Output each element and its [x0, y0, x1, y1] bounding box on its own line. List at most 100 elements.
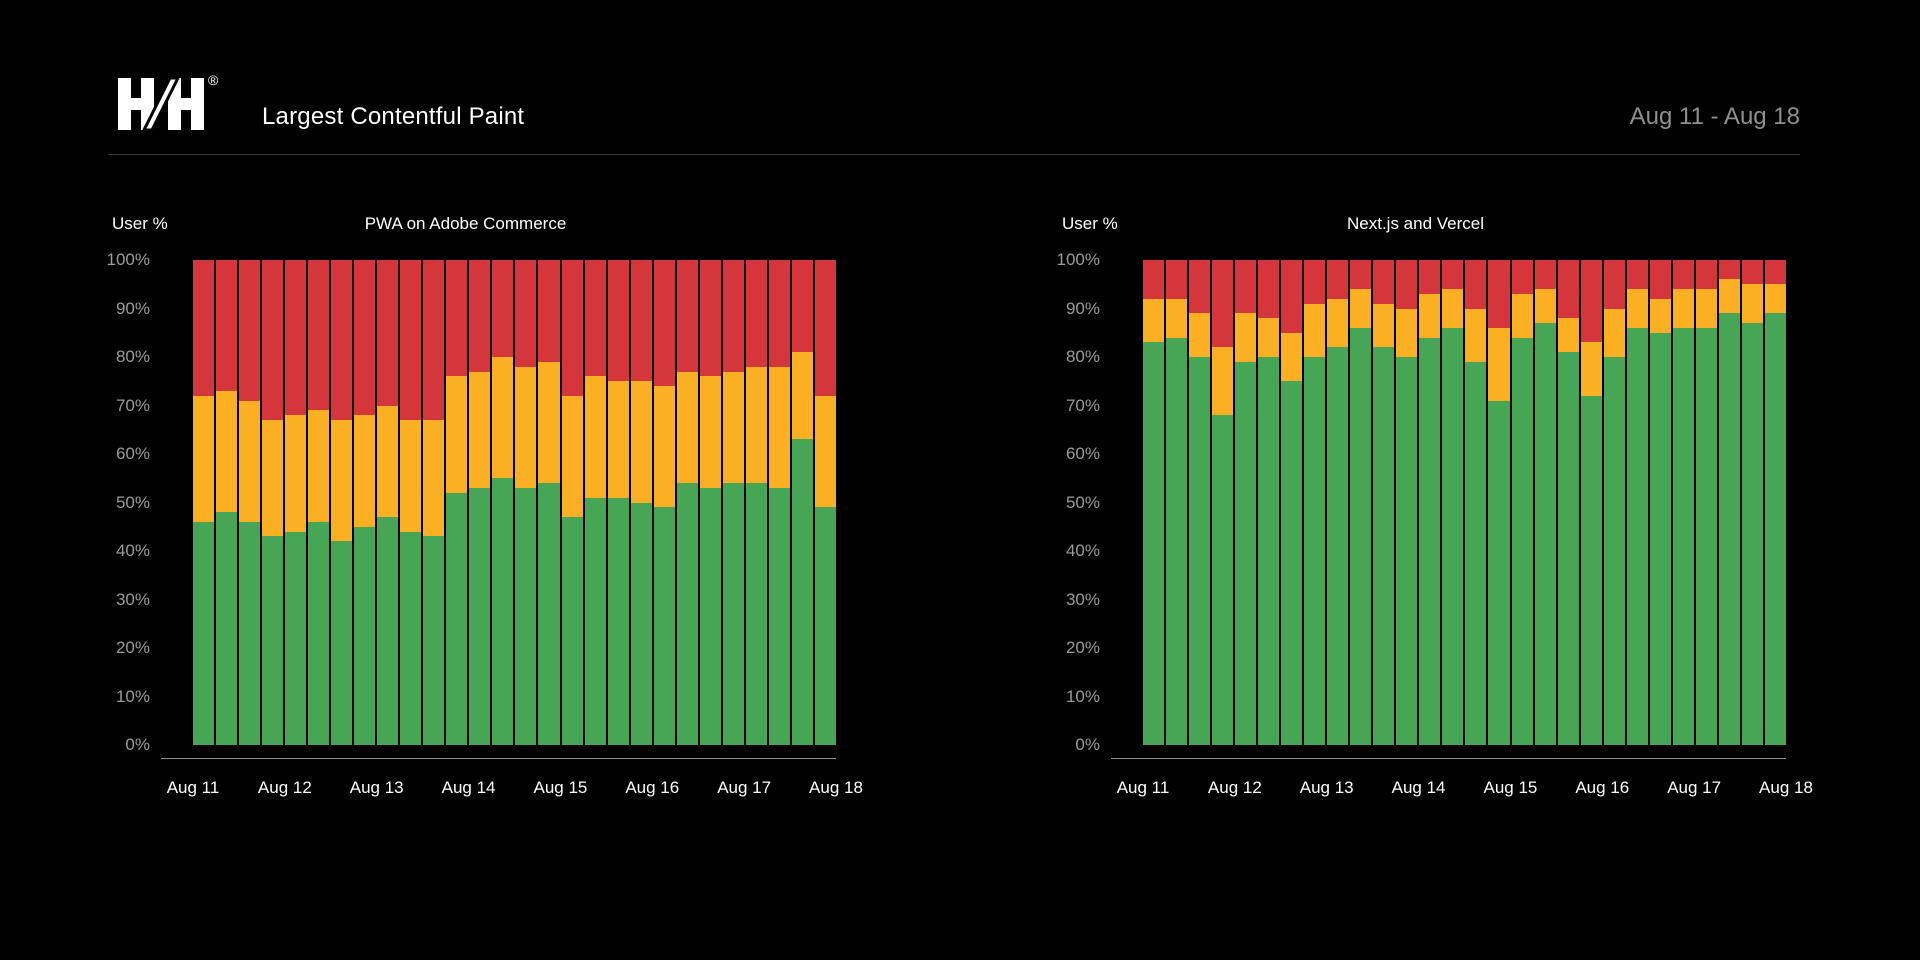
segment-good — [791, 439, 813, 745]
segment-poor — [492, 260, 514, 357]
segment-poor — [1281, 260, 1303, 333]
segment-poor — [1304, 260, 1326, 304]
chart-title: PWA on Adobe Commerce — [364, 214, 567, 233]
stacked-bar — [492, 260, 514, 745]
segment-poor — [515, 260, 537, 367]
segment-good — [722, 483, 744, 745]
segment-good — [1764, 313, 1786, 745]
stacked-bar — [768, 260, 790, 745]
y-axis-tick: 0% — [125, 735, 150, 754]
y-axis-title: User % — [112, 214, 168, 233]
segment-good — [768, 487, 790, 745]
segment-poor — [1534, 260, 1556, 290]
y-axis: 100% 90% 80% 70% 60% 50% 40% 30% 20% 10% 0% — [1045, 250, 1143, 754]
segment-good — [515, 487, 537, 745]
segment-good — [814, 507, 836, 745]
segment-good — [1465, 361, 1487, 745]
stacked-bar — [676, 260, 698, 745]
segment-needs-improvement — [331, 420, 353, 542]
stacked-bar — [1166, 260, 1188, 745]
segment-poor — [1373, 260, 1395, 304]
stacked-bar — [1281, 260, 1303, 745]
y-axis-tick: 100% — [1056, 250, 1100, 269]
segment-good — [285, 531, 307, 745]
segment-good — [1626, 327, 1648, 745]
segment-needs-improvement — [515, 366, 537, 488]
segment-needs-improvement — [1304, 303, 1326, 357]
segment-poor — [193, 260, 215, 396]
segment-poor — [1258, 260, 1280, 319]
stacked-bar — [745, 260, 767, 745]
segment-good — [1166, 337, 1188, 745]
chart-body: 100% 90% 80% 70% 60% 50% 40% 30% 20% 10% 0% — [95, 250, 836, 754]
segment-needs-improvement — [561, 395, 583, 518]
segment-good — [699, 487, 721, 745]
y-axis-tick: 30% — [115, 589, 150, 609]
segment-poor — [1695, 260, 1717, 290]
segment-needs-improvement — [1373, 303, 1395, 348]
stacked-bar — [584, 260, 606, 745]
segment-needs-improvement — [1764, 284, 1786, 314]
segment-needs-improvement — [354, 415, 376, 527]
x-axis: Aug 11 Aug 12 Aug 13 Aug 14 Aug 15 Aug 16 Aug … — [1117, 778, 1813, 798]
stacked-bar — [1718, 260, 1740, 745]
segment-needs-improvement — [1166, 298, 1188, 338]
x-axis-label: Aug 11 — [1116, 778, 1170, 797]
segment-poor — [446, 260, 468, 377]
segment-good — [584, 497, 606, 745]
stacked-bar — [1258, 260, 1280, 745]
stacked-bar — [814, 260, 836, 745]
segment-poor — [768, 260, 790, 367]
segment-needs-improvement — [1695, 289, 1717, 328]
segment-poor — [1718, 260, 1740, 280]
segment-needs-improvement — [1672, 289, 1694, 328]
stacked-bar — [1626, 260, 1648, 745]
segment-needs-improvement — [239, 400, 261, 522]
segment-needs-improvement — [1534, 289, 1556, 324]
segment-needs-improvement — [1189, 313, 1211, 357]
segment-needs-improvement — [377, 405, 399, 518]
segment-needs-improvement — [1557, 318, 1579, 353]
stacked-bar — [1764, 260, 1786, 745]
segment-poor — [1626, 260, 1648, 290]
segment-good — [1281, 381, 1303, 745]
segment-poor — [354, 260, 376, 416]
x-axis-label: Aug 17 — [717, 778, 772, 797]
x-axis-label: Aug 18 — [1759, 778, 1813, 797]
segment-poor — [653, 260, 675, 387]
segment-good — [1212, 415, 1234, 745]
segment-good — [630, 502, 652, 745]
segment-needs-improvement — [1718, 279, 1740, 314]
segment-needs-improvement — [308, 410, 330, 522]
segment-good — [400, 531, 422, 745]
segment-poor — [1212, 260, 1234, 348]
segment-poor — [1580, 260, 1602, 343]
segment-good — [262, 536, 284, 745]
stacked-bar — [354, 260, 376, 745]
x-axis-label: Aug 12 — [257, 778, 312, 797]
segment-needs-improvement — [1649, 298, 1671, 333]
segment-needs-improvement — [1741, 284, 1763, 324]
segment-poor — [699, 260, 721, 377]
stacked-bar — [1442, 260, 1464, 745]
stacked-bar — [285, 260, 307, 745]
y-axis-tick: 40% — [1065, 541, 1100, 560]
chart-pwa-adobe-commerce: User % PWA on Adobe Commerce 100% 90% 80% 7… — [95, 214, 863, 798]
stacked-bar — [1580, 260, 1602, 745]
y-axis-tick: 70% — [1065, 395, 1100, 415]
segment-good — [1695, 327, 1717, 745]
stacked-bar — [1557, 260, 1579, 745]
stacked-bar — [607, 260, 629, 745]
y-axis-tick: 20% — [115, 638, 150, 657]
segment-needs-improvement — [193, 395, 215, 522]
charts-row: User % PWA on Adobe Commerce 100% 90% 80% 7… — [95, 214, 1920, 798]
stacked-bar — [1603, 260, 1625, 745]
segment-good — [1396, 357, 1418, 745]
segment-good — [377, 517, 399, 745]
x-axis-label: Aug 15 — [533, 778, 588, 797]
segment-poor — [308, 260, 330, 411]
segment-needs-improvement — [1143, 298, 1165, 343]
segment-poor — [1465, 260, 1487, 309]
stacked-bar — [308, 260, 330, 745]
y-axis-tick: 80% — [115, 347, 150, 366]
